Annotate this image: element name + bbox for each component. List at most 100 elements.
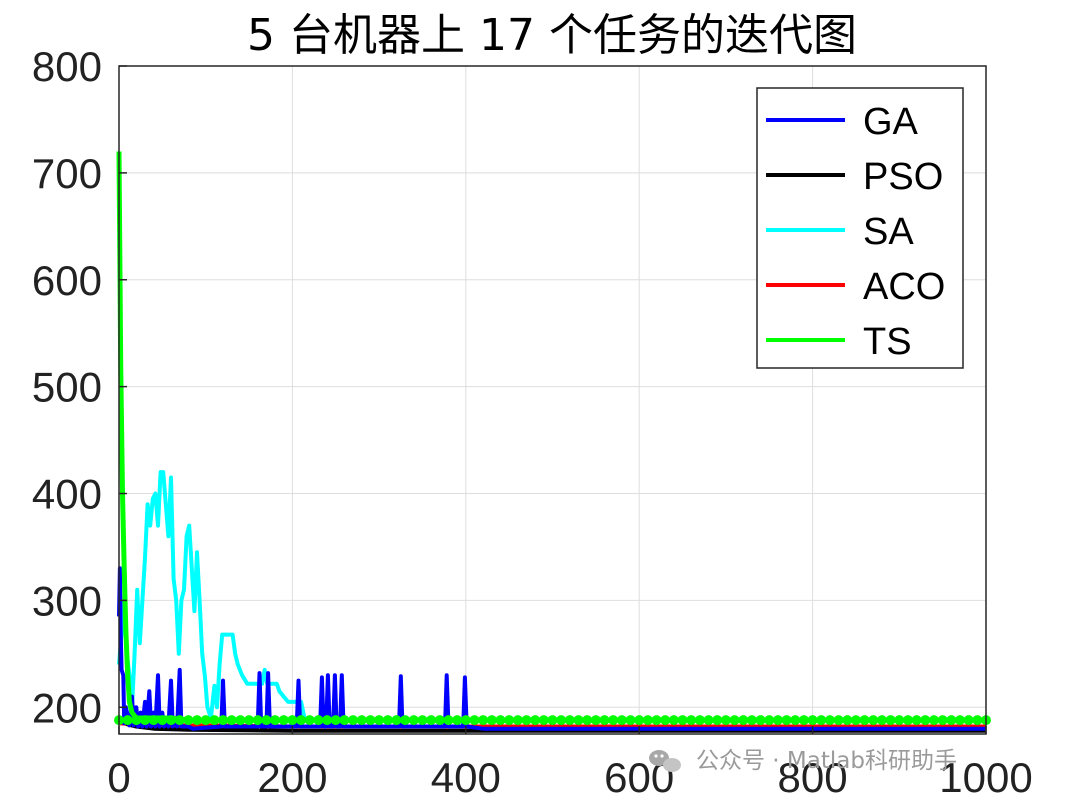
series-marker-ts xyxy=(963,715,974,726)
series-marker-ts xyxy=(356,715,367,726)
series-marker-ts xyxy=(478,715,489,726)
plot-area-frame xyxy=(118,65,987,735)
series-marker-ts xyxy=(859,715,870,726)
series-marker-ts xyxy=(590,715,601,726)
series-marker-ts xyxy=(131,715,142,726)
series-marker-ts xyxy=(582,715,593,726)
x-tick-label: 400 xyxy=(431,754,501,801)
series-marker-ts xyxy=(790,715,801,726)
series-marker-ts xyxy=(322,715,333,726)
series-marker-ts xyxy=(495,715,506,726)
x-tick-label: 200 xyxy=(257,754,327,801)
series-marker-ts xyxy=(469,715,480,726)
series-marker-ts xyxy=(166,715,177,726)
series-marker-ts xyxy=(174,715,185,726)
watermark: 公众号 · Matlab科研助手 xyxy=(649,748,957,774)
series-marker-ts xyxy=(764,715,775,726)
series-marker-ts xyxy=(885,715,896,726)
series-marker-ts xyxy=(348,715,359,726)
series-marker-ts xyxy=(738,715,749,726)
series-marker-ts xyxy=(460,715,471,726)
series-marker-ts xyxy=(365,715,376,726)
series-marker-ts xyxy=(972,715,983,726)
series-marker-ts xyxy=(400,715,411,726)
y-tick-label: 400 xyxy=(32,471,102,518)
series-marker-ts xyxy=(278,715,289,726)
series-marker-ts xyxy=(573,715,584,726)
series-marker-ts xyxy=(720,715,731,726)
series-marker-ts xyxy=(244,715,255,726)
series-marker-ts xyxy=(270,715,281,726)
series-marker-ts xyxy=(443,715,454,726)
series-marker-ts xyxy=(547,715,558,726)
series-marker-ts xyxy=(530,715,541,726)
series-marker-ts xyxy=(183,715,194,726)
x-tick-label: 800 xyxy=(778,754,848,801)
series-marker-ts xyxy=(313,715,324,726)
series-marker-ts xyxy=(703,715,714,726)
series-marker-ts xyxy=(417,715,428,726)
x-tick-label: 1000 xyxy=(939,754,1032,801)
series-marker-ts xyxy=(512,715,523,726)
series-marker-ts xyxy=(200,715,211,726)
y-tick-label: 700 xyxy=(32,150,102,197)
series-marker-ts xyxy=(755,715,766,726)
series-marker-ts xyxy=(261,715,272,726)
series-marker-ts xyxy=(538,715,549,726)
series-marker-ts xyxy=(833,715,844,726)
series-marker-ts xyxy=(408,715,419,726)
series-marker-ts xyxy=(452,715,463,726)
series-marker-ts xyxy=(218,715,229,726)
series-marker-ts xyxy=(426,715,437,726)
series-marker-ts xyxy=(521,715,532,726)
y-tick-label: 800 xyxy=(32,43,102,90)
legend-label-aco: ACO xyxy=(863,266,945,308)
series-marker-ts xyxy=(868,715,879,726)
series-marker-ts xyxy=(157,715,168,726)
series-marker-ts xyxy=(902,715,913,726)
series-marker-ts xyxy=(920,715,931,726)
series-marker-ts xyxy=(894,715,905,726)
series-marker-ts xyxy=(694,715,705,726)
series-marker-ts xyxy=(287,715,298,726)
series-marker-ts xyxy=(677,715,688,726)
series-marker-ts xyxy=(304,715,315,726)
series-marker-ts xyxy=(382,715,393,726)
series-marker-ts xyxy=(434,715,445,726)
series-marker-ts xyxy=(616,715,627,726)
series-marker-ts xyxy=(842,715,853,726)
y-tick-label: 600 xyxy=(32,257,102,304)
x-tick-label: 0 xyxy=(107,754,130,801)
series-marker-ts xyxy=(504,715,515,726)
legend-label-ts: TS xyxy=(863,321,912,363)
series-marker-ts xyxy=(850,715,861,726)
series-marker-ts xyxy=(226,715,237,726)
series-marker-ts xyxy=(564,715,575,726)
series-marker-ts xyxy=(634,715,645,726)
series-marker-ts xyxy=(296,715,307,726)
series-marker-ts xyxy=(209,715,220,726)
series-marker-ts xyxy=(122,715,133,726)
series-marker-ts xyxy=(625,715,636,726)
series-lines xyxy=(114,151,991,733)
series-marker-ts xyxy=(824,715,835,726)
y-tick-label: 300 xyxy=(32,577,102,624)
series-marker-ts xyxy=(781,715,792,726)
series-marker-ts xyxy=(608,715,619,726)
y-tick-label: 500 xyxy=(32,364,102,411)
y-tick-label: 200 xyxy=(32,684,102,731)
watermark-text: 公众号 · Matlab科研助手 xyxy=(696,748,957,774)
series-marker-ts xyxy=(235,715,246,726)
series-marker-ts xyxy=(651,715,662,726)
series-marker-ts xyxy=(712,715,723,726)
series-marker-ts xyxy=(140,715,151,726)
series-marker-ts xyxy=(148,715,159,726)
series-marker-ts xyxy=(339,715,350,726)
series-marker-ts xyxy=(252,715,263,726)
series-marker-ts xyxy=(556,715,567,726)
series-marker-ts xyxy=(668,715,679,726)
series-marker-ts xyxy=(660,715,671,726)
legend-label-pso: PSO xyxy=(863,156,943,198)
